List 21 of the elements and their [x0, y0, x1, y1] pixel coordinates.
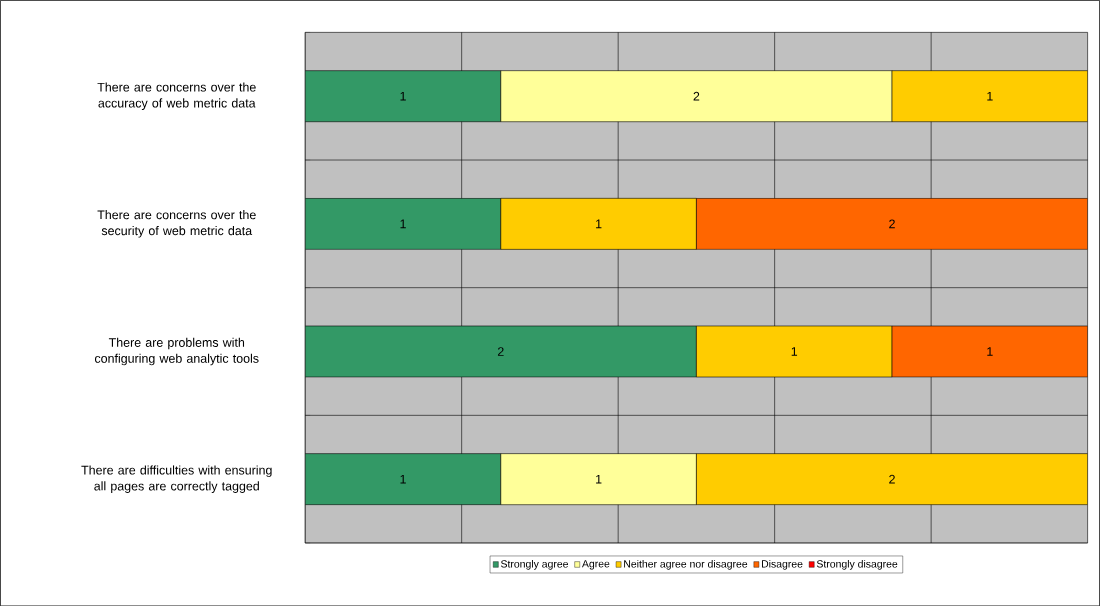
legend-label: Strongly disagree: [816, 559, 898, 570]
data-label: 1: [987, 347, 993, 356]
legend-label: Strongly agree: [500, 559, 569, 570]
legend-label: Agree: [581, 559, 610, 570]
data-label: 1: [596, 474, 602, 484]
y-tick-label: There are problems with configuring web analytic tools: [94, 337, 259, 366]
data-label: 2: [889, 219, 895, 229]
y-tick-label: There are difficulties with ensuring all pages are correctly tagged: [81, 465, 272, 493]
legend-label: Neither agree nor disagree: [624, 559, 748, 570]
data-label: 1: [400, 219, 406, 228]
data-label: 1: [400, 91, 406, 101]
data-label: 1: [400, 474, 406, 484]
y-tick-label: There are concerns over the security of web metric data: [97, 209, 256, 238]
data-label: 1: [987, 91, 993, 101]
data-label: 2: [693, 91, 700, 101]
data-label: 2: [889, 474, 895, 484]
legend-label: Disagree: [761, 559, 803, 570]
data-label: 1: [596, 219, 602, 228]
data-label: 1: [791, 347, 798, 356]
data-label: 2: [497, 347, 504, 356]
y-tick-label: There are concerns over the accuracy of web metric data: [97, 82, 256, 110]
